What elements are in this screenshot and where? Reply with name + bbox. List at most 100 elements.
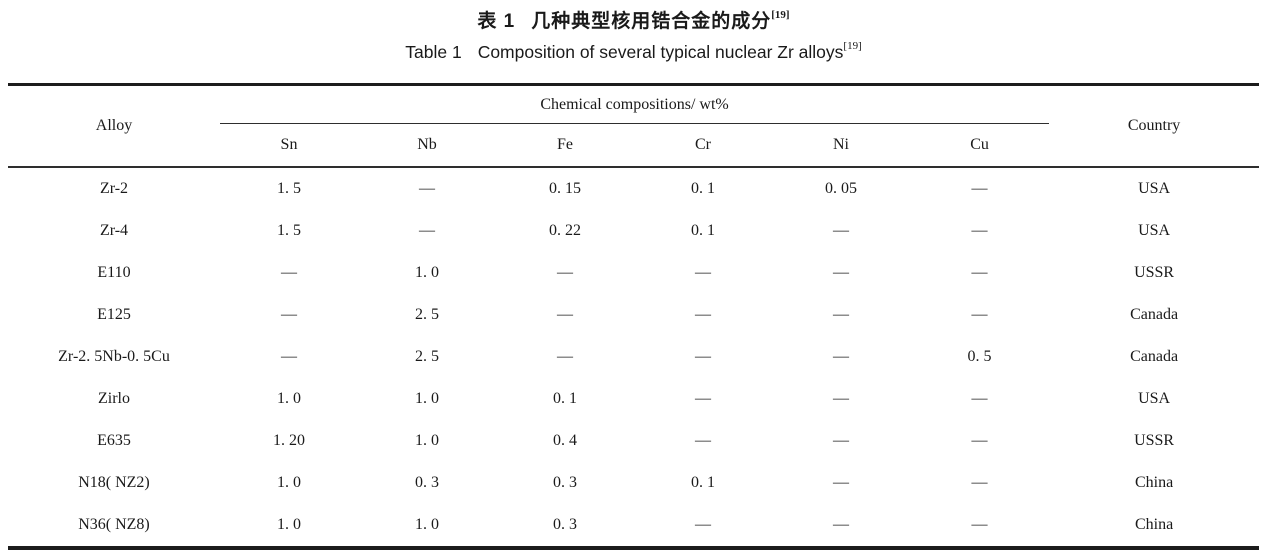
- sn-value-cell: 1. 0: [277, 474, 301, 491]
- table-caption-en-text: Composition of several typical nuclear Z…: [477, 42, 844, 62]
- alloy-name-cell: N18( NZ2): [78, 474, 150, 491]
- column-header-cu: Cu: [970, 136, 989, 153]
- cu-value-cell: —: [971, 222, 988, 239]
- fe-value-cell: 0. 22: [549, 222, 581, 239]
- alloy-name-cell: E110: [97, 264, 131, 281]
- alloy-name-cell: Zirlo: [98, 390, 130, 407]
- table-row: E635 1. 20 1. 0 0. 4 — — — USSR: [8, 420, 1259, 462]
- cr-value-cell: —: [695, 264, 711, 281]
- country-cell: China: [1134, 474, 1174, 491]
- cu-value-cell: —: [971, 264, 988, 281]
- column-header-sn: Sn: [280, 136, 298, 153]
- fe-value-cell: —: [557, 264, 573, 281]
- cr-value-cell: —: [695, 306, 711, 323]
- cu-value-cell: —: [971, 432, 988, 449]
- nb-value-cell: 2. 5: [415, 306, 439, 323]
- table-caption-cn-text: 几种典型核用锆合金的成分: [531, 11, 772, 32]
- column-header-country: Country: [1127, 117, 1181, 134]
- country-cell: USA: [1138, 222, 1171, 239]
- country-cell: China: [1134, 516, 1174, 533]
- table-row: Zirlo 1. 0 1. 0 0. 1 — — — USA: [8, 378, 1259, 420]
- cr-value-cell: 0. 1: [691, 474, 715, 491]
- nb-value-cell: 1. 0: [415, 264, 439, 281]
- column-header-alloy: Alloy: [95, 117, 133, 134]
- cu-value-cell: —: [971, 306, 988, 323]
- column-group-header-chemical-compositions: Chemical compositions/ wt%: [220, 84, 1050, 124]
- sn-value-cell: 1. 20: [273, 432, 305, 449]
- country-cell: USSR: [1134, 264, 1175, 281]
- sn-value-cell: 1. 5: [277, 180, 301, 197]
- sn-value-cell: 1. 0: [277, 390, 301, 407]
- table-row: Zr-2 1. 5 — 0. 15 0. 1 0. 05 — USA: [8, 167, 1259, 210]
- alloy-composition-table: Alloy Chemical compositions/ wt% Country…: [8, 83, 1260, 550]
- table-row: Zr-2. 5Nb-0. 5Cu — 2. 5 — — — 0. 5 Canad…: [8, 336, 1259, 378]
- nb-value-cell: —: [419, 222, 435, 239]
- cr-value-cell: 0. 1: [691, 180, 715, 197]
- fe-value-cell: 0. 1: [553, 390, 577, 407]
- sn-value-cell: —: [281, 348, 297, 365]
- nb-value-cell: 1. 0: [415, 432, 439, 449]
- cr-value-cell: —: [695, 348, 711, 365]
- cu-value-cell: 0. 5: [967, 348, 992, 365]
- country-cell: Canada: [1130, 348, 1179, 365]
- alloy-name-cell: N36( NZ8): [78, 516, 150, 533]
- ni-value-cell: —: [833, 390, 849, 407]
- nb-value-cell: 1. 0: [415, 390, 439, 407]
- table-body: Zr-2 1. 5 — 0. 15 0. 1 0. 05 — USA Zr-4 …: [8, 167, 1259, 548]
- ni-value-cell: —: [833, 264, 849, 281]
- ni-value-cell: —: [833, 474, 849, 491]
- table-caption-chinese: 表 1 几种典型核用锆合金的成分[19]: [0, 6, 1267, 33]
- sn-value-cell: —: [281, 306, 297, 323]
- alloy-name-cell: Zr-2. 5Nb-0. 5Cu: [58, 348, 170, 365]
- table-row: E125 — 2. 5 — — — — Canada: [8, 294, 1259, 336]
- alloy-name-cell: Zr-4: [99, 222, 129, 239]
- alloy-name-cell: E635: [97, 432, 131, 449]
- cu-value-cell: —: [971, 474, 988, 491]
- table-row: E110 — 1. 0 — — — — USSR: [8, 252, 1259, 294]
- ni-value-cell: —: [833, 348, 849, 365]
- fe-value-cell: 0. 3: [553, 474, 577, 491]
- table-row: Zr-4 1. 5 — 0. 22 0. 1 — — USA: [8, 210, 1259, 252]
- fe-value-cell: 0. 4: [553, 432, 577, 449]
- ni-value-cell: —: [833, 432, 849, 449]
- column-header-fe: Fe: [557, 136, 573, 153]
- sn-value-cell: —: [281, 264, 297, 281]
- ni-value-cell: —: [833, 516, 849, 533]
- table-row: N36( NZ8) 1. 0 1. 0 0. 3 — — — China: [8, 504, 1259, 548]
- alloy-name-cell: E125: [97, 306, 131, 323]
- column-header-nb: Nb: [417, 136, 437, 153]
- table-header: Alloy Chemical compositions/ wt% Country…: [8, 84, 1260, 167]
- country-cell: USSR: [1134, 432, 1175, 449]
- cr-value-cell: 0. 1: [691, 222, 715, 239]
- cr-value-cell: —: [695, 516, 711, 533]
- table-caption-en-number: Table 1: [405, 42, 462, 62]
- column-header-cr: Cr: [695, 136, 711, 153]
- cu-value-cell: —: [971, 180, 988, 197]
- fe-value-cell: 0. 3: [553, 516, 577, 533]
- nb-value-cell: 2. 5: [415, 348, 439, 365]
- country-cell: Canada: [1130, 306, 1179, 323]
- fe-value-cell: 0. 15: [549, 180, 581, 197]
- cu-value-cell: —: [971, 516, 988, 533]
- fe-value-cell: —: [557, 306, 573, 323]
- sn-value-cell: 1. 0: [277, 516, 301, 533]
- alloy-name-cell: Zr-2: [99, 180, 129, 197]
- table-row: N18( NZ2) 1. 0 0. 3 0. 3 0. 1 — — China: [8, 462, 1259, 504]
- nb-value-cell: 0. 3: [415, 474, 439, 491]
- ni-value-cell: —: [833, 306, 849, 323]
- nb-value-cell: —: [419, 180, 435, 197]
- cr-value-cell: —: [695, 432, 711, 449]
- ni-value-cell: 0. 05: [825, 180, 857, 197]
- country-cell: USA: [1138, 390, 1171, 407]
- ni-value-cell: —: [833, 222, 849, 239]
- table-caption-english: Table 1 Composition of several typical nu…: [0, 40, 1267, 63]
- cr-value-cell: —: [695, 390, 711, 407]
- column-header-ni: Ni: [833, 136, 849, 153]
- nb-value-cell: 1. 0: [415, 516, 439, 533]
- sn-value-cell: 1. 5: [277, 222, 301, 239]
- table-caption-cn-citation: [19]: [771, 8, 790, 21]
- table-caption-en-citation: [19]: [843, 40, 862, 53]
- country-cell: USA: [1138, 180, 1171, 197]
- fe-value-cell: —: [557, 348, 573, 365]
